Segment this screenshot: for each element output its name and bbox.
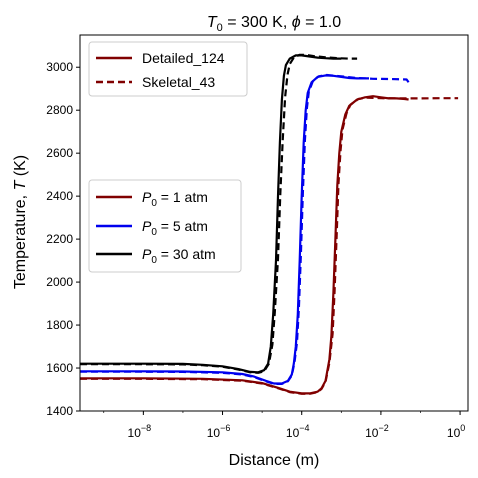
y-tick-label: 2400 [46, 189, 73, 203]
x-tick-label: 10−4 [286, 423, 310, 440]
series-line-1atm-skeletal_43 [80, 96, 459, 395]
legend-label-p1: P0 = 1 atm [142, 189, 208, 209]
y-tick-label: 1800 [46, 318, 73, 332]
y-axis-label: Temperature, T (K) [12, 155, 29, 289]
x-axis-label: Distance (m) [229, 452, 320, 469]
legend-label-p30: P0 = 30 atm [142, 246, 216, 266]
legend-label-p5: P0 = 5 atm [142, 218, 208, 238]
legend-mechanism: Detailed_124 Skeletal_43 [88, 41, 248, 97]
y-tick-label: 1600 [46, 361, 73, 375]
series-lines [80, 53, 459, 395]
y-tick-label: 2000 [46, 275, 73, 289]
legend-label-detailed: Detailed_124 [142, 50, 225, 66]
chart-title: T0 = 300 K, ϕ = 1.0 [207, 14, 341, 34]
y-tick-label: 3000 [46, 60, 73, 74]
series-line-5atm-skeletal_43 [80, 73, 410, 385]
series-line-30atm-skeletal_43 [80, 53, 358, 374]
plot-frame [79, 34, 469, 412]
legend-pressure: P0 = 1 atm P0 = 5 atm P0 = 30 atm [88, 179, 242, 273]
legend-label-skeletal: Skeletal_43 [142, 74, 215, 90]
y-tick-label: 1400 [46, 404, 73, 418]
axis-ticks: 1400 1600 1800 2000 2200 2400 2600 2800 3000 10−8… [46, 60, 465, 440]
x-tick-label: 10−8 [128, 423, 152, 440]
y-tick-label: 2800 [46, 103, 73, 117]
y-tick-label: 2200 [46, 232, 73, 246]
x-tick-label: 10−2 [365, 423, 389, 440]
x-tick-label: 10−6 [207, 423, 231, 440]
y-tick-label: 2600 [46, 146, 73, 160]
x-tick-label: 100 [447, 423, 465, 440]
